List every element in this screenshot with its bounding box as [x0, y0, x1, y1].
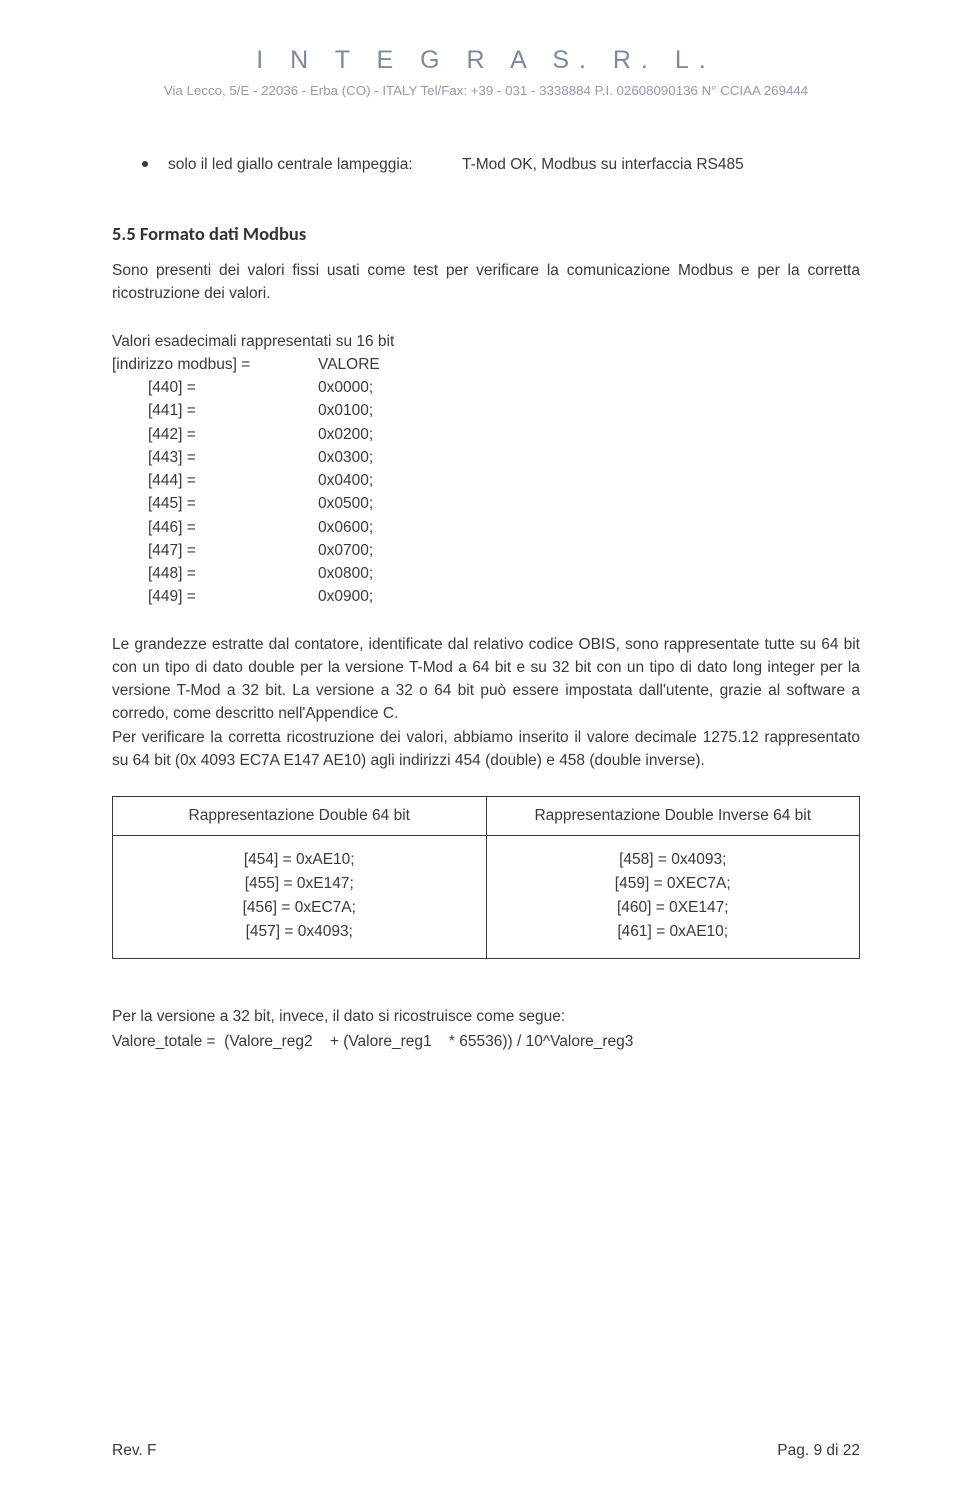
- bullet-value: T-Mod OK, Modbus su interfaccia RS485: [462, 156, 744, 174]
- hex-row: [447] =0x0700;: [112, 539, 860, 562]
- hex-val: 0x0300;: [318, 446, 373, 469]
- hex-val: 0x0900;: [318, 585, 373, 608]
- table-val: [459] = 0XEC7A;: [497, 872, 850, 896]
- hex-row: [448] =0x0800;: [112, 562, 860, 585]
- hex-row: [444] =0x0400;: [112, 469, 860, 492]
- table-val: [460] = 0XE147;: [497, 896, 850, 920]
- table-header-row: Rappresentazione Double 64 bit Rappresen…: [113, 797, 860, 836]
- section-heading: 5.5 Formato dati Modbus: [112, 222, 860, 245]
- hex-header-addr: [indirizzo modbus] =: [112, 353, 318, 376]
- hex-val: 0x0600;: [318, 516, 373, 539]
- hex-addr: [442] =: [148, 423, 318, 446]
- company-address: Via Lecco, 5/E - 22036 - Erba (CO) - ITA…: [112, 83, 860, 98]
- table-val: [461] = 0xAE10;: [497, 920, 850, 944]
- hex-addr: [443] =: [148, 446, 318, 469]
- formula: Valore_totale = (Valore_reg2 + (Valore_r…: [112, 1030, 860, 1053]
- hex-row: [446] =0x0600;: [112, 516, 860, 539]
- hex-addr: [441] =: [148, 399, 318, 422]
- bullet-line: solo il led giallo centrale lampeggia: T…: [112, 156, 860, 174]
- hex-val: 0x0000;: [318, 376, 373, 399]
- page-footer: Rev. F Pag. 9 di 22: [112, 1442, 860, 1460]
- hex-val: 0x0700;: [318, 539, 373, 562]
- hex-addr: [445] =: [148, 492, 318, 515]
- hex-row: [445] =0x0500;: [112, 492, 860, 515]
- hex-val: 0x0100;: [318, 399, 373, 422]
- hex-row: [442] =0x0200;: [112, 423, 860, 446]
- paragraph-1: Sono presenti dei valori fissi usati com…: [112, 259, 860, 306]
- table-val: [456] = 0xEC7A;: [123, 896, 476, 920]
- hex-addr: [446] =: [148, 516, 318, 539]
- hex-addr: [444] =: [148, 469, 318, 492]
- footer-page: Pag. 9 di 22: [777, 1442, 860, 1460]
- hex-val: 0x0800;: [318, 562, 373, 585]
- hex-intro: Valori esadecimali rappresentati su 16 b…: [112, 330, 860, 353]
- hex-val: 0x0500;: [318, 492, 373, 515]
- table-data-row: [454] = 0xAE10; [455] = 0xE147; [456] = …: [113, 836, 860, 959]
- table-cell-right: [458] = 0x4093; [459] = 0XEC7A; [460] = …: [486, 836, 860, 959]
- hex-row: [441] =0x0100;: [112, 399, 860, 422]
- table-val: [454] = 0xAE10;: [123, 848, 476, 872]
- hex-val: 0x0200;: [318, 423, 373, 446]
- hex-row: [443] =0x0300;: [112, 446, 860, 469]
- hex-header-val: VALORE: [318, 353, 380, 376]
- footer-rev: Rev. F: [112, 1442, 157, 1460]
- hex-row: [440] =0x0000;: [112, 376, 860, 399]
- table-cell-left: [454] = 0xAE10; [455] = 0xE147; [456] = …: [113, 836, 487, 959]
- hex-list: Valori esadecimali rappresentati su 16 b…: [112, 330, 860, 609]
- hex-header-row: [indirizzo modbus] = VALORE: [112, 353, 860, 376]
- company-name: I N T E G R A S. R. L.: [112, 46, 860, 75]
- paragraph-4: Per la versione a 32 bit, invece, il dat…: [112, 1005, 860, 1028]
- table-val: [457] = 0x4093;: [123, 920, 476, 944]
- page: I N T E G R A S. R. L. Via Lecco, 5/E - …: [0, 0, 960, 1500]
- bullet-icon: [142, 161, 148, 167]
- hex-val: 0x0400;: [318, 469, 373, 492]
- hex-row: [449] =0x0900;: [112, 585, 860, 608]
- hex-addr: [449] =: [148, 585, 318, 608]
- table-val: [455] = 0xE147;: [123, 872, 476, 896]
- table-val: [458] = 0x4093;: [497, 848, 850, 872]
- hex-addr: [447] =: [148, 539, 318, 562]
- table-header-right: Rappresentazione Double Inverse 64 bit: [486, 797, 860, 836]
- paragraph-3: Per verificare la corretta ricostruzione…: [112, 726, 860, 773]
- hex-addr: [448] =: [148, 562, 318, 585]
- bullet-label: solo il led giallo centrale lampeggia:: [168, 156, 462, 174]
- table-header-left: Rappresentazione Double 64 bit: [113, 797, 487, 836]
- paragraph-2: Le grandezze estratte dal contatore, ide…: [112, 633, 860, 726]
- hex-addr: [440] =: [148, 376, 318, 399]
- double-table: Rappresentazione Double 64 bit Rappresen…: [112, 796, 860, 959]
